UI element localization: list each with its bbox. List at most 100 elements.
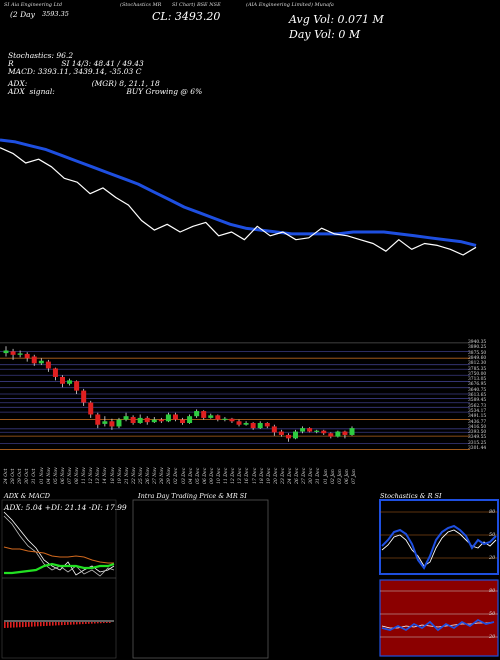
candle-body-38: [271, 426, 277, 433]
candle-body-36: [257, 423, 263, 429]
series-line-1: [0, 147, 477, 256]
candle-body-40: [285, 434, 291, 439]
candle-body-33: [236, 421, 242, 425]
mrsi-panel-frame: [379, 579, 499, 657]
intraday-panel-title: Intra Day Trading Price & MR SI: [138, 492, 247, 500]
mrsi-line: [381, 618, 495, 632]
macd-bar-30: [94, 622, 96, 624]
mrsi-tick-80: 80: [489, 588, 496, 594]
stoch-panel-title: Stochastics & R SI: [380, 492, 442, 500]
mrsi-tick-50: 50: [489, 611, 496, 617]
adx-panel-values: ADX: 5.04 +DI: 21.14 -DI: 17.99: [4, 503, 127, 512]
candle-body-12: [88, 402, 94, 415]
stoch-k-line: [381, 524, 497, 570]
candle-body-16: [116, 419, 122, 427]
price-axis: 3940.35 3890.25 3875.50 3849.60 3812.30 3785.…: [468, 340, 500, 452]
candle-body-23: [165, 414, 171, 422]
candle-body-18: [130, 417, 136, 424]
candle-body-24: [172, 414, 178, 420]
price-axis-label: 3416.50: [468, 424, 487, 430]
candle-body-41: [293, 431, 299, 439]
header-segment-1: (Stochastics MR: [120, 2, 162, 8]
candle-body-21: [151, 419, 157, 423]
candle-body-15: [109, 421, 115, 427]
macd-bar-28: [88, 622, 90, 624]
candle-body-48: [342, 431, 348, 435]
macd-bar-22: [70, 622, 72, 625]
macd-bar-14: [46, 622, 48, 626]
candle-body-4: [31, 356, 37, 364]
candle-body-10: [74, 381, 80, 391]
price-axis-label: 3315.25: [468, 440, 487, 446]
price-axis-label: 3534.17: [468, 408, 487, 414]
macd-bar-21: [67, 622, 69, 625]
macd-line: [4, 562, 115, 575]
macd-bar-20: [64, 622, 66, 625]
macd-bar-6: [22, 622, 24, 628]
candle-body-17: [123, 416, 129, 420]
price-axis-label: 3436.77: [468, 419, 487, 425]
stoch-tick-50: 50: [489, 532, 496, 538]
candle-body-20: [144, 417, 150, 423]
macd-bar-15: [49, 622, 51, 626]
macd-bar-3: [13, 622, 15, 628]
price-axis-label: 3491.15: [468, 414, 487, 420]
candle-body-26: [187, 416, 193, 424]
macd-bar-33: [103, 622, 105, 624]
header-top-tag: SI Aia Engineering Ltd: [4, 2, 63, 8]
price-axis-label: 3812.30: [468, 361, 487, 367]
macd-bar-34: [106, 622, 108, 623]
price-axis-label: 3640.75: [468, 387, 487, 393]
macd-bar-24: [76, 622, 78, 625]
candle-body-1: [10, 351, 16, 355]
candle-body-3: [24, 353, 30, 359]
adx-value: ADX: (MGR) 8, 21.1, 18: [8, 79, 160, 88]
candle-body-2: [17, 353, 23, 355]
macd-bar-18: [58, 622, 60, 626]
day-volume: Day Vol: 0 M: [289, 28, 361, 41]
header-segment-3: (AIA Engineering Limited) Munafa: [246, 2, 334, 8]
candle-body-32: [229, 418, 235, 422]
candle-body-8: [59, 376, 65, 384]
mrsi-tick-20: 20: [489, 634, 496, 640]
candle-body-37: [264, 423, 270, 427]
candle-body-22: [158, 419, 164, 422]
candle-body-13: [95, 414, 101, 425]
macd-bar-4: [16, 622, 18, 628]
candle-body-7: [52, 368, 58, 377]
macd-bar-1: [7, 622, 9, 628]
avg-volume: Avg Vol: 0.071 M: [289, 13, 384, 26]
price-axis-label: 3890.25: [468, 345, 487, 351]
candle-body-46: [328, 433, 334, 437]
stoch-tick-20: 20: [489, 555, 496, 561]
macd-bar-35: [109, 622, 111, 623]
macd-bar-26: [82, 622, 84, 625]
candle-body-47: [335, 431, 341, 437]
macd-bar-16: [52, 622, 54, 626]
close-label: CL: 3493.20: [152, 10, 221, 23]
price-axis-label: 3349.55: [468, 435, 487, 441]
adx-di-line-1: [3, 511, 115, 576]
header-day-label: (2 Day: [10, 10, 35, 19]
price-axis-label: 3301.44: [468, 446, 487, 451]
candle-body-30: [215, 415, 221, 420]
price-axis-label: 3750.00: [468, 371, 487, 377]
macd-bar-25: [79, 622, 81, 625]
price-axis-label: 3676.95: [468, 382, 487, 388]
macd-bar-11: [37, 622, 39, 627]
price-axis-label: 3849.60: [468, 355, 487, 361]
macd-bar-2: [10, 622, 12, 628]
si-value: R SI 14/3: 48.41 / 49.43: [8, 59, 144, 68]
header-day-value: 3593.35: [42, 10, 69, 18]
adx-signal: ADX signal: BUY Growing @ 6%: [8, 87, 203, 96]
macd-bar-9: [31, 622, 33, 627]
series-line-0: [0, 138, 477, 247]
candle-body-27: [194, 411, 200, 417]
stoch-d-line: [381, 529, 497, 567]
macd-value: MACD: 3393.11, 3439.14, -35.03 C: [8, 67, 142, 76]
price-axis-label: 3785.35: [468, 366, 487, 372]
candle-body-14: [102, 421, 108, 424]
